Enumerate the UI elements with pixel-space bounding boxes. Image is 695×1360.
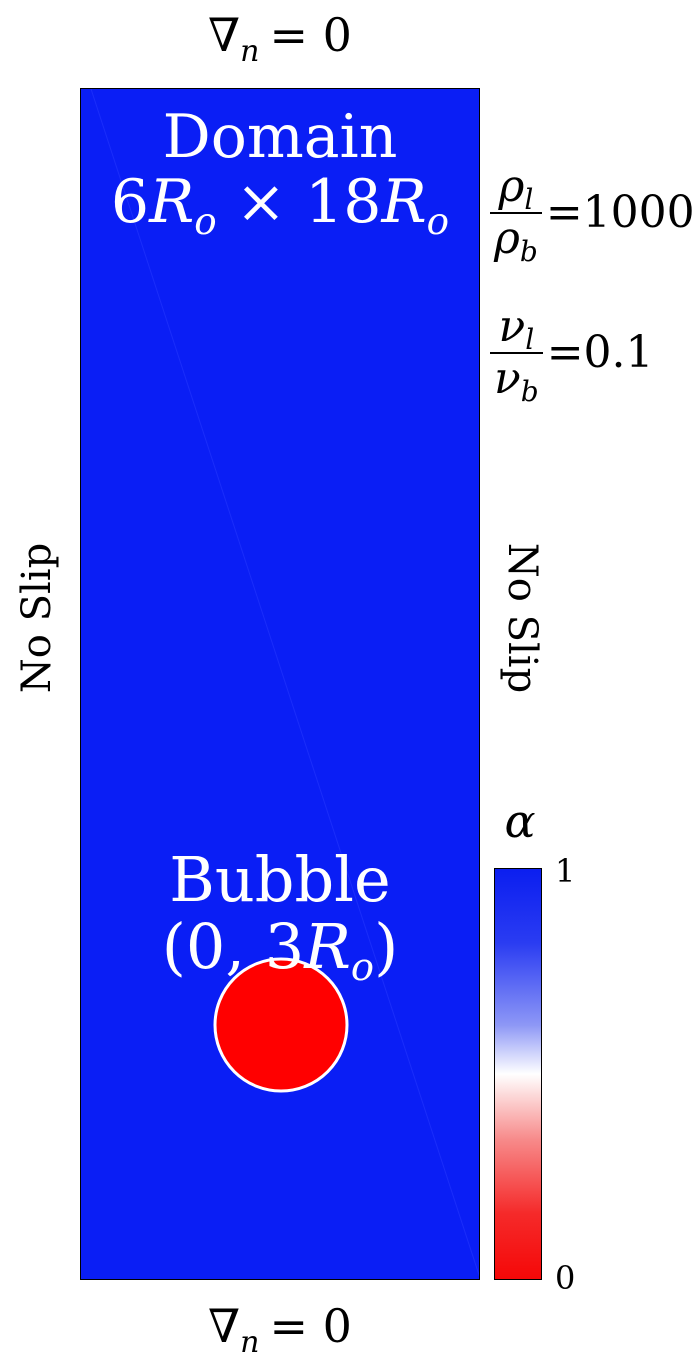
bubble-position-open: (0, 3 [161,909,305,983]
domain-rectangle: Domain 6Ro × 18Ro Bubble (0, 3Ro) [80,88,480,1280]
colorbar-min-label: 0 [555,1259,576,1297]
left-wall-text: No Slip [14,542,60,694]
density-num-symbol: ρ [498,160,525,212]
density-fraction-bar [490,212,542,214]
bubble-position-close: ) [374,909,399,983]
top-boundary-value: = 0 [269,8,352,62]
viscosity-denominator: νb [490,353,543,406]
domain-size-b: 18 [305,166,382,237]
viscosity-den-subscript: b [520,375,539,408]
top-boundary-label: ∇n = 0 [80,12,480,67]
viscosity-fraction-bar [490,352,543,354]
domain-symbol-b: R [381,166,427,237]
density-fraction: ρl ρb [490,160,542,266]
domain-symbol-a: R [149,166,195,237]
density-numerator: ρl [494,160,537,214]
density-ratio: ρl ρb =1000 [490,163,695,266]
bubble-label: Bubble (0, 3Ro) [81,843,479,989]
viscosity-num-symbol: ν [498,300,526,352]
domain-size: 6Ro × 18Ro [81,166,479,240]
domain-times: × [235,166,287,237]
domain-size-a: 6 [110,166,150,237]
bubble-position: (0, 3Ro) [81,913,479,989]
liquid-region [81,89,479,1279]
density-denominator: ρb [490,213,542,266]
domain-subscript-a: o [194,198,217,243]
viscosity-ratio: νl νb =0.1 [490,303,654,406]
bottom-nabla-symbol: ∇ [208,1299,241,1353]
viscosity-numerator: νl [494,300,538,354]
density-ratio-value: =1000 [545,187,695,238]
top-nabla-symbol: ∇ [208,8,241,62]
bubble-position-subscript: o [350,945,375,991]
bubble-title: Bubble [169,843,391,916]
density-num-subscript: l [524,182,534,216]
bottom-nabla-subscript: n [240,1325,260,1360]
bubble-circle [213,957,349,1093]
density-den-symbol: ρ [494,213,520,264]
domain-field-svg [81,89,479,1279]
mesh-diagonal-artifact [90,89,479,1277]
domain-subscript-b: o [426,198,450,243]
viscosity-ratio-value: =0.1 [546,327,654,378]
viscosity-fraction: νl νb [490,300,543,406]
bottom-boundary-value: = 0 [269,1299,352,1353]
domain-title: Domain [162,102,398,172]
bubble-position-symbol: R [304,909,351,983]
colorbar-title: α [504,794,536,848]
domain-label: Domain 6Ro × 18Ro [81,102,479,241]
viscosity-num-subscript: l [525,322,535,356]
viscosity-den-symbol: ν [494,353,521,404]
bottom-boundary-label: ∇n = 0 [80,1303,480,1358]
top-nabla-subscript: n [240,34,260,69]
colorbar [494,868,542,1280]
colorbar-max-label: 1 [555,852,576,890]
right-wall-text: No Slip [499,542,545,694]
density-den-subscript: b [519,235,538,268]
